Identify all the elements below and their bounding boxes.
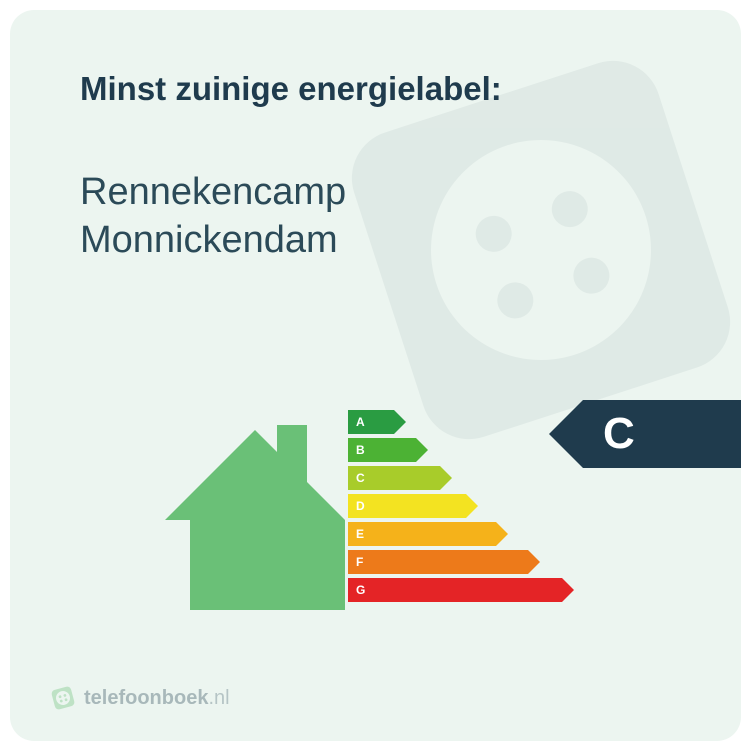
location-line-2: Monnickendam bbox=[80, 216, 671, 264]
content-area: Minst zuinige energielabel: Rennekencamp… bbox=[10, 10, 741, 741]
bar-letter: A bbox=[356, 415, 365, 429]
bar-letter: E bbox=[356, 527, 364, 541]
energy-label-card: Minst zuinige energielabel: Rennekencamp… bbox=[10, 10, 741, 741]
bar-letter: B bbox=[356, 443, 365, 457]
bar-letter: C bbox=[356, 471, 365, 485]
bar-letter: G bbox=[356, 583, 365, 597]
location-name: Rennekencamp Monnickendam bbox=[80, 168, 671, 264]
card-title: Minst zuinige energielabel: bbox=[80, 70, 671, 108]
bar-letter: F bbox=[356, 555, 363, 569]
location-line-1: Rennekencamp bbox=[80, 168, 671, 216]
bar-letter: D bbox=[356, 499, 365, 513]
